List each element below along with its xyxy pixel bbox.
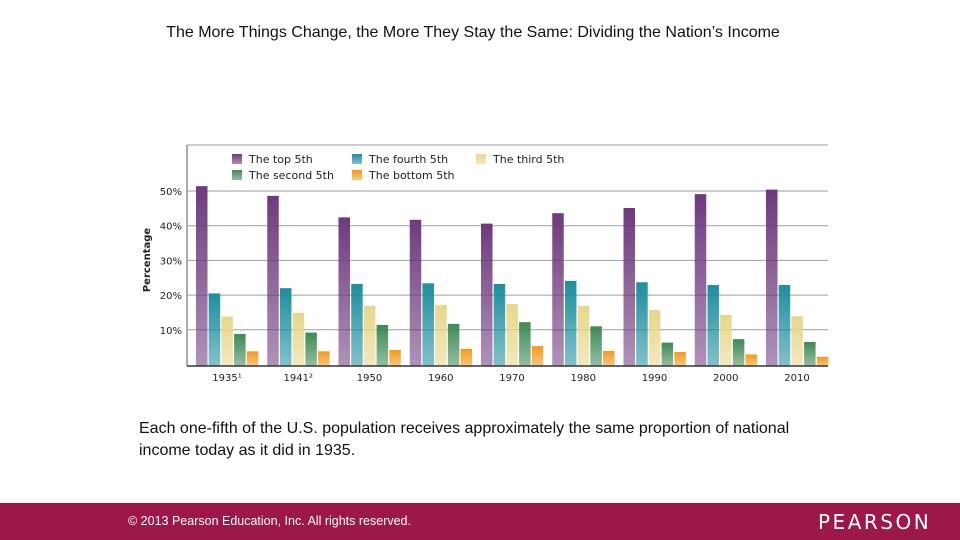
bar-the-fourth-5th [564,280,577,366]
x-tick-label: 1980 [571,373,596,384]
bar-the-second-5th [804,341,816,366]
legend-label: The top 5th [248,153,313,166]
legend-swatch [352,170,362,180]
caption: Each one-fifth of the U.S. population re… [139,420,790,459]
bar-the-bottom-5th [389,349,401,366]
x-tick-label: 1950 [357,373,382,384]
legend-swatch [232,154,242,164]
bar-the-third-5th [506,304,518,366]
bar-the-bottom-5th [531,346,544,366]
x-tick-label: 2010 [784,373,809,384]
bar-the-third-5th [791,316,803,366]
x-tick-label: 1941² [284,373,313,384]
legend-label: The fourth 5th [368,153,448,166]
bar-the-third-5th [221,316,233,366]
bar-the-bottom-5th [745,354,758,366]
bar-the-second-5th [732,339,745,366]
x-tick-label: 2000 [713,373,738,384]
y-tick-label: 30% [160,256,182,267]
legend-swatch [476,154,486,164]
x-tick-label: 1935¹ [212,373,241,384]
bar-the-second-5th [519,322,531,366]
legend-label: The second 5th [248,169,334,182]
bar-the-second-5th [234,333,246,366]
y-tick-label: 20% [160,291,182,302]
bar-the-third-5th [577,305,590,366]
bar-the-top-5th [552,213,564,366]
bar-chart: 10% 20% 30% 40% 50% Percentage 1935¹ 1941² 1950 1… [142,144,829,384]
bar-the-bottom-5th [816,356,829,366]
bar-the-top-5th [338,217,350,366]
legend-swatch [232,170,242,180]
bar-the-fourth-5th [707,285,719,366]
bar-the-bottom-5th [460,348,473,366]
y-tick-label: 10% [160,326,182,337]
bar-the-bottom-5th [674,352,686,366]
footer-bar: © 2013 Pearson Education, Inc. All right… [0,503,960,540]
bar-the-top-5th [409,219,422,366]
bar-the-top-5th [196,186,208,366]
bar-the-second-5th [305,332,317,366]
legend-swatch [352,154,362,164]
bar-the-fourth-5th [422,283,434,366]
bar-the-fourth-5th [351,283,363,366]
bar-the-second-5th [661,342,674,366]
bar-the-fourth-5th [208,293,221,366]
bar-the-bottom-5th [603,350,615,366]
copyright: © 2013 Pearson Education, Inc. All right… [128,514,411,528]
y-tick-label: 50% [160,187,182,198]
x-tick-label: 1990 [642,373,667,384]
bar-the-top-5th [481,223,493,366]
bar-the-second-5th [447,323,460,366]
bar-the-fourth-5th [636,282,648,366]
bar-the-bottom-5th [246,351,259,366]
x-tick-label: 1970 [499,373,524,384]
bar-the-top-5th [766,189,778,366]
x-tick-label: 1960 [428,373,453,384]
bar-the-second-5th [376,324,389,366]
pearson-logo: PEARSON [818,510,932,534]
y-tick-label: 40% [160,222,182,233]
bar-the-fourth-5th [493,283,506,366]
y-axis-label: Percentage [142,228,153,293]
bar-the-top-5th [267,195,279,366]
bar-the-fourth-5th [778,285,791,366]
bar-the-third-5th [292,312,305,366]
legend-label: The third 5th [492,153,564,166]
bar-the-third-5th [363,305,376,366]
bar-the-third-5th [648,310,661,366]
bar-the-top-5th [694,194,707,366]
bar-the-bottom-5th [318,351,330,366]
bar-the-fourth-5th [279,288,292,366]
legend-label: The bottom 5th [368,169,455,182]
bar-the-second-5th [590,326,602,366]
bar-the-third-5th [435,304,447,366]
slide-title: The More Things Change, the More They St… [166,24,780,41]
bar-the-top-5th [623,208,635,366]
bar-the-third-5th [720,314,732,366]
